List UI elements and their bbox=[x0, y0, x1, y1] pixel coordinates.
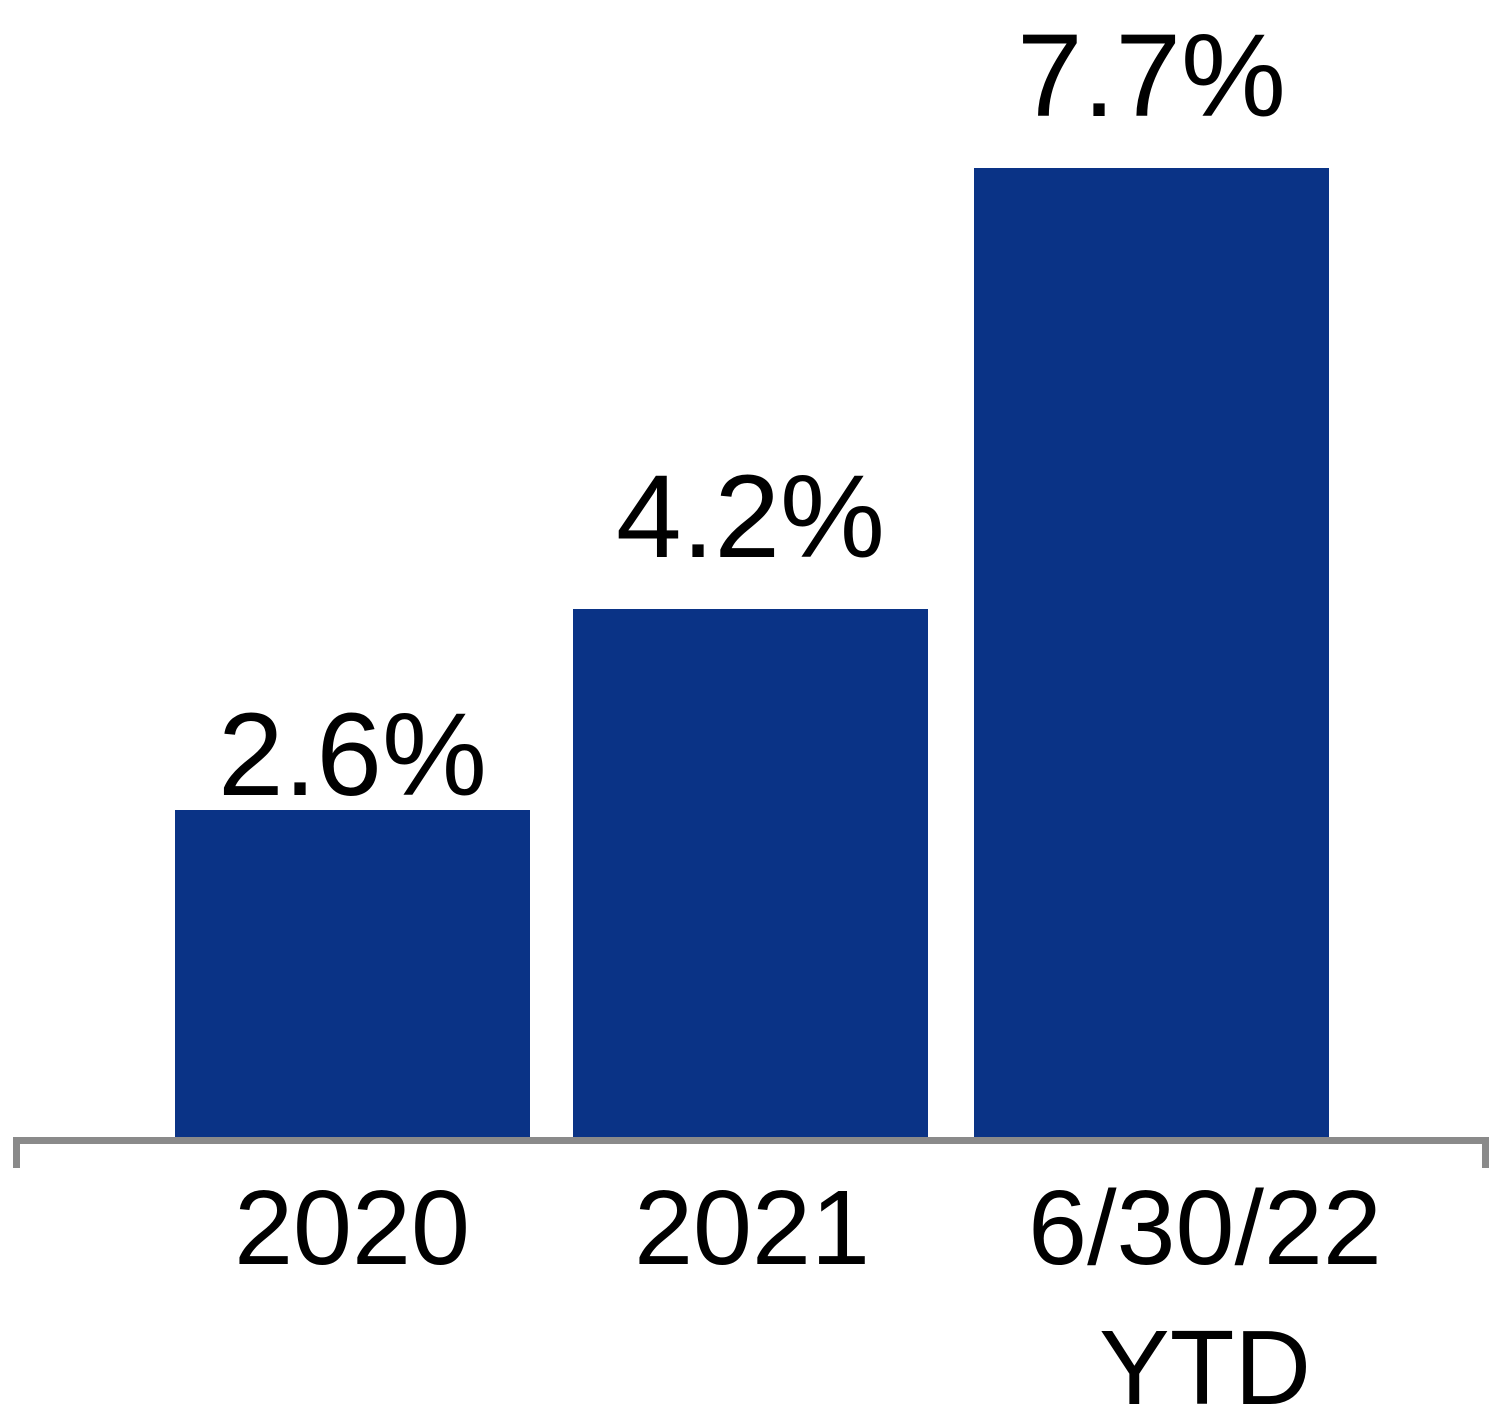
bar-value-label: 7.7% bbox=[1017, 10, 1286, 142]
x-axis-tick-left bbox=[13, 1137, 20, 1168]
x-axis-label-2020: 2020 bbox=[234, 1169, 470, 1287]
bar bbox=[974, 168, 1329, 1137]
x-axis-line bbox=[13, 1137, 1489, 1144]
x-axis-label-2021: 2021 bbox=[634, 1169, 870, 1287]
x-axis-tick-right bbox=[1482, 1137, 1489, 1168]
bar-group-2021: 4.2% bbox=[573, 458, 928, 1137]
bar-value-label: 2.6% bbox=[218, 689, 487, 821]
bar-group-63022-ytd: 7.7% bbox=[974, 17, 1329, 1137]
bar bbox=[175, 810, 530, 1137]
bar-value-label: 4.2% bbox=[616, 451, 885, 583]
bar-group-2020: 2.6% bbox=[175, 696, 530, 1137]
x-axis-label-63022-ytd: 6/30/22 YTD bbox=[1028, 1169, 1382, 1407]
bar bbox=[573, 609, 928, 1137]
